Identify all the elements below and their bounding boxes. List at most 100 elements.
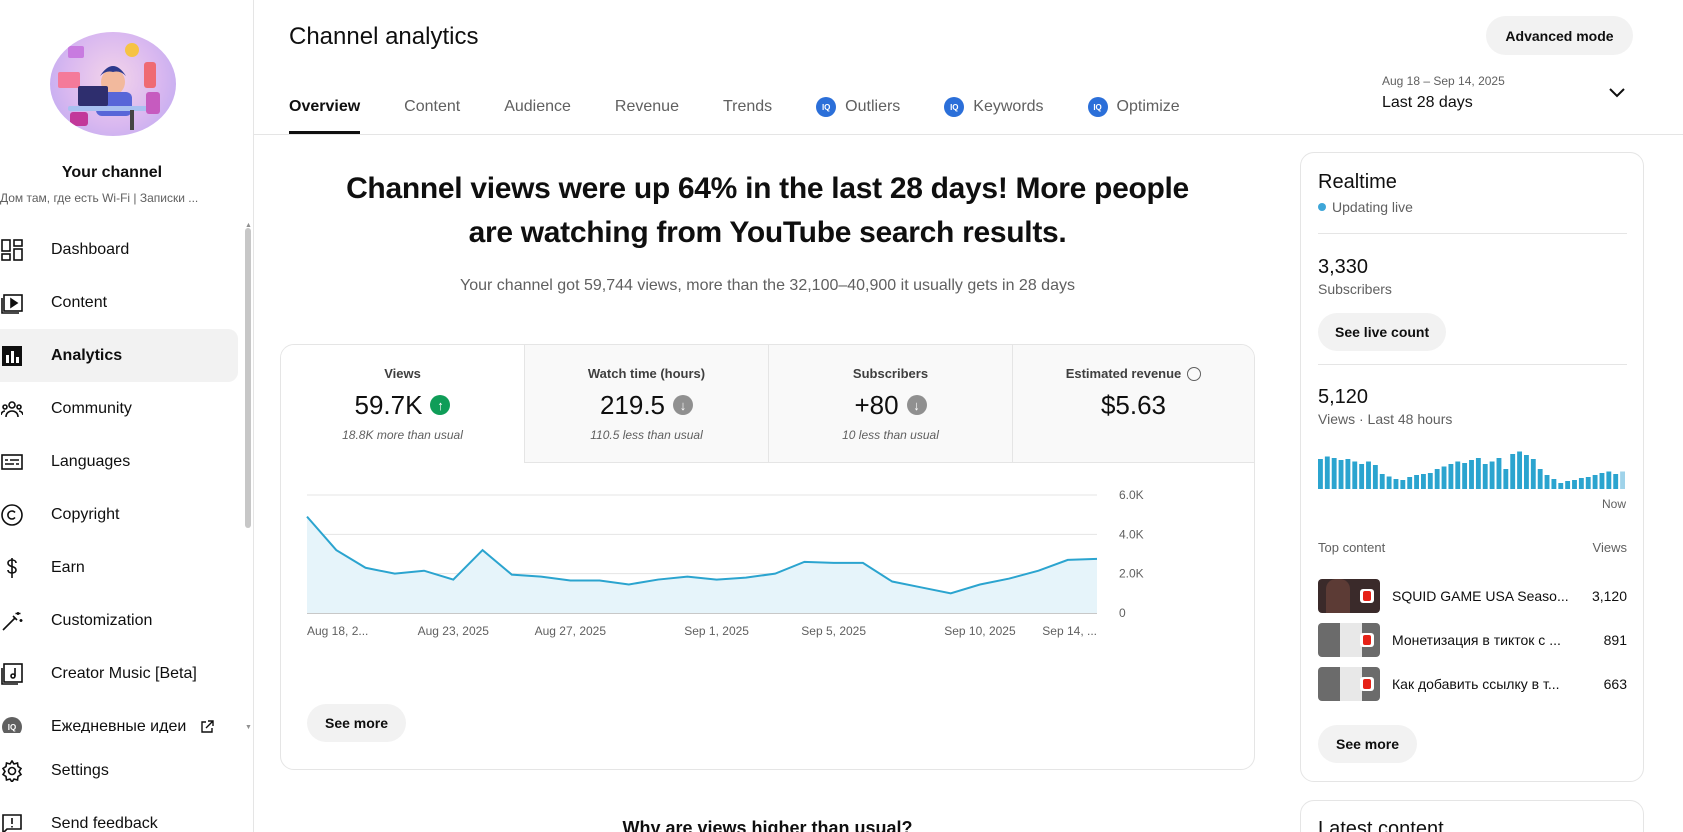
realtime-bar[interactable] <box>1448 464 1454 489</box>
realtime-bar[interactable] <box>1592 475 1598 489</box>
realtime-bar[interactable] <box>1572 480 1577 489</box>
views-point[interactable] <box>743 575 749 581</box>
realtime-bar[interactable] <box>1606 471 1612 490</box>
scroll-up-arrow[interactable]: ▲ <box>245 222 252 229</box>
sidebar-scrollbar[interactable] <box>245 228 251 528</box>
realtime-bar[interactable] <box>1427 473 1433 489</box>
tab-trends[interactable]: Trends <box>723 82 772 134</box>
realtime-bar[interactable] <box>1544 475 1550 489</box>
realtime-bar[interactable] <box>1530 459 1536 489</box>
views-point[interactable] <box>860 560 866 566</box>
realtime-bar[interactable] <box>1455 461 1461 490</box>
sidebar-item-community[interactable]: Community <box>0 382 240 435</box>
realtime-bar[interactable] <box>1393 479 1399 489</box>
realtime-bar[interactable] <box>1338 460 1344 489</box>
realtime-bar[interactable] <box>1496 458 1502 489</box>
views-point[interactable] <box>918 584 924 590</box>
realtime-bar[interactable] <box>1599 473 1605 489</box>
realtime-bar[interactable] <box>1407 477 1413 489</box>
list-item[interactable]: Монетизация в тикток с ... 891 <box>1318 623 1627 657</box>
realtime-bar[interactable] <box>1482 464 1488 489</box>
realtime-bar[interactable] <box>1324 456 1330 490</box>
realtime-see-more-button[interactable]: See more <box>1318 725 1418 763</box>
realtime-bar[interactable] <box>1386 476 1392 490</box>
realtime-bar[interactable] <box>1379 474 1385 489</box>
views-point[interactable] <box>801 559 807 565</box>
metric-views[interactable]: Views 59.7K ↑ 18.8K more than usual <box>281 345 525 463</box>
see-live-count-button[interactable]: See live count <box>1318 313 1447 351</box>
views-point[interactable] <box>392 571 398 577</box>
views-point[interactable] <box>333 547 339 553</box>
views-point[interactable] <box>304 514 310 520</box>
list-item[interactable]: SQUID GAME USA Seaso... 3,120 <box>1318 579 1627 613</box>
metric-watch-time[interactable]: Watch time (hours) 219.5 ↓ 110.5 less th… <box>525 345 769 463</box>
views-point[interactable] <box>1065 557 1071 563</box>
tab-optimize[interactable]: IQ Optimize <box>1087 82 1180 134</box>
views-point[interactable] <box>538 574 544 580</box>
realtime-bar[interactable] <box>1400 480 1406 489</box>
sidebar-item-languages[interactable]: Languages <box>0 435 240 488</box>
views-point[interactable] <box>421 568 427 574</box>
list-item[interactable]: Как добавить ссылку в т... 663 <box>1318 667 1627 701</box>
sidebar-item-creator-music[interactable]: Creator Music [Beta] <box>0 647 240 700</box>
realtime-bar[interactable] <box>1620 471 1625 490</box>
realtime-bar[interactable] <box>1517 451 1522 490</box>
realtime-bar[interactable] <box>1613 474 1619 489</box>
views-point[interactable] <box>831 560 837 566</box>
realtime-bar[interactable] <box>1558 483 1564 489</box>
views-point[interactable] <box>450 577 456 583</box>
tab-revenue[interactable]: Revenue <box>615 82 679 134</box>
realtime-bar[interactable] <box>1414 475 1419 489</box>
realtime-bar[interactable] <box>1469 460 1474 489</box>
realtime-bar[interactable] <box>1434 469 1440 489</box>
realtime-bar[interactable] <box>1551 479 1557 489</box>
realtime-bar-chart[interactable] <box>1318 449 1627 489</box>
tab-content[interactable]: Content <box>404 82 460 134</box>
realtime-bar[interactable] <box>1359 464 1365 489</box>
tab-outliers[interactable]: IQ Outliers <box>816 82 900 134</box>
views-point[interactable] <box>714 577 720 583</box>
date-range[interactable]: Aug 18 – Sep 14, 2025 <box>1382 74 1505 88</box>
realtime-bar[interactable] <box>1372 465 1378 489</box>
realtime-bar[interactable] <box>1441 466 1447 490</box>
views-point[interactable] <box>626 581 632 587</box>
realtime-bar[interactable] <box>1352 461 1358 490</box>
metric-revenue[interactable]: Estimated revenue $5.63 <box>1013 345 1254 463</box>
see-more-button[interactable]: See more <box>307 704 407 742</box>
sidebar-item-daily-ideas[interactable]: IQ Ежедневные идеи <box>0 700 240 733</box>
views-point[interactable] <box>480 547 486 553</box>
realtime-bar[interactable] <box>1462 463 1468 489</box>
realtime-bar[interactable] <box>1578 478 1584 489</box>
realtime-bar[interactable] <box>1537 469 1543 489</box>
views-point[interactable] <box>948 590 954 596</box>
views-point[interactable] <box>1006 576 1012 582</box>
sidebar-item-dashboard[interactable]: Dashboard <box>0 223 240 276</box>
views-point[interactable] <box>655 577 661 583</box>
realtime-bar[interactable] <box>1510 454 1516 489</box>
sidebar-item-feedback[interactable]: Send feedback <box>0 797 240 832</box>
metric-subscribers[interactable]: Subscribers +80 ↓ 10 less than usual <box>769 345 1013 463</box>
realtime-bar[interactable] <box>1489 461 1495 490</box>
realtime-bar[interactable] <box>1503 469 1509 489</box>
realtime-bar[interactable] <box>1585 477 1591 489</box>
sidebar-item-analytics[interactable]: Analytics <box>0 329 238 382</box>
sidebar-item-settings[interactable]: Settings <box>0 744 240 797</box>
views-point[interactable] <box>567 578 573 584</box>
advanced-mode-button[interactable]: Advanced mode <box>1486 16 1633 55</box>
channel-avatar[interactable] <box>50 32 176 136</box>
realtime-bar[interactable] <box>1475 458 1481 489</box>
views-point[interactable] <box>977 581 983 587</box>
realtime-bar[interactable] <box>1421 474 1426 489</box>
views-point[interactable] <box>1094 556 1100 562</box>
sidebar-item-earn[interactable]: Earn <box>0 541 240 594</box>
tab-keywords[interactable]: IQ Keywords <box>944 82 1044 134</box>
views-point[interactable] <box>889 579 895 585</box>
realtime-bar[interactable] <box>1366 461 1371 490</box>
views-point[interactable] <box>684 574 690 580</box>
views-line-chart[interactable]: 6.0K 4.0K 2.0K 0 Aug 18, 2... Aug 23, 2025 Aug… <box>281 463 1255 663</box>
realtime-bar[interactable] <box>1318 459 1323 489</box>
views-point[interactable] <box>509 572 515 578</box>
views-point[interactable] <box>597 578 603 584</box>
views-point[interactable] <box>772 571 778 577</box>
views-point[interactable] <box>1035 568 1041 574</box>
